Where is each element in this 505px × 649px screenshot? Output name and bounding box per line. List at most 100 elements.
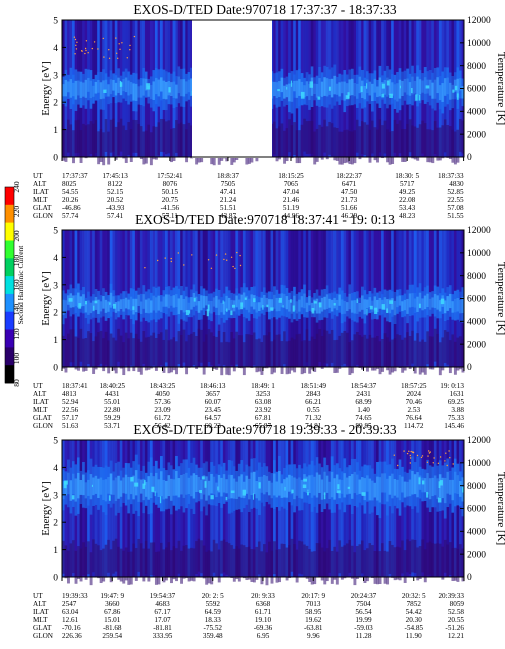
spectrum-column [220,440,224,577]
low-energy-fill [401,339,405,373]
low-energy-fill [124,130,128,163]
low-energy-fill [175,120,178,153]
spectrum-column [290,440,294,577]
band-core [391,473,395,499]
low-energy-fill [202,545,206,579]
ephemeris-cell: 52.15 [107,188,124,196]
spectrum-column [363,230,367,368]
low-energy-fill [112,337,116,371]
temperature-dot [224,253,227,255]
low-energy-fill [144,130,148,164]
spectrum-column [408,20,412,157]
ephemeris-cell: 63.08 [255,398,272,406]
band-core [303,85,307,98]
ephemeris-cell: 65.87 [255,422,272,430]
low-energy-fill [373,127,377,161]
spectrum-column [421,440,425,577]
ephemeris-cell: 59.29 [104,414,121,422]
highlight-pixel [440,480,443,486]
highlight-pixel [311,308,315,314]
column-fill [303,440,307,577]
low-energy-fill [84,125,88,159]
spectrum-column [448,230,452,374]
low-energy-fill [190,125,194,159]
band-core [366,299,369,309]
band-core [288,299,292,312]
highlight-pixel [317,96,321,100]
ephemeris-cell: 19:47: 9 [100,592,124,600]
band-core [421,477,425,493]
band-core [396,296,400,308]
spectrum-column [308,230,312,374]
band-core [461,296,465,313]
spectrum-column [147,230,151,370]
spectrum-column [305,230,309,367]
column-fill [124,440,128,577]
low-energy-fill [446,331,450,365]
spectrum-column [275,440,279,583]
column-fill [187,440,191,577]
highlight-pixel [64,480,68,485]
low-energy-fill [154,126,158,160]
highlight-pixel [418,94,421,101]
band-core [210,473,214,494]
spectrum-column [127,230,131,372]
colorbar-segment [5,329,14,348]
band-core [175,84,178,99]
band-core [202,295,206,308]
temperature-dot [230,256,233,258]
spectrum-column [162,20,166,157]
low-energy-fill [285,128,289,162]
band-core [104,299,108,313]
low-energy-fill [177,331,181,365]
band-core [363,478,367,501]
column-fill [215,440,219,577]
highlight-pixel [258,482,261,489]
spectrum-column [77,440,80,579]
band-core [428,478,432,500]
highlight-pixel [292,305,295,312]
low-energy-fill [215,543,219,577]
temperature-dot [234,267,236,270]
y2-tick-label: 10000 [467,249,491,259]
spectrum-column [268,440,271,577]
low-energy-fill [197,328,201,362]
spectrum-column [333,440,337,580]
ephemeris-cell: 7065 [284,180,299,188]
ephemeris-cell: 20.55 [448,616,465,624]
highlight-pixel [193,297,196,302]
band-core [185,81,189,94]
band-fill [210,293,214,322]
low-energy-fill [268,332,271,366]
spectrum-column [446,230,450,367]
low-energy-fill [124,547,128,581]
low-energy-fill [398,547,402,581]
low-energy-fill [263,544,266,577]
low-energy-fill [446,544,450,578]
band-core [398,474,402,501]
low-energy-fill [217,330,221,364]
low-energy-fill [290,337,294,371]
low-energy-fill [147,548,151,582]
low-energy-fill [383,120,387,154]
low-energy-fill [142,331,146,364]
low-energy-fill [202,341,206,375]
low-energy-fill [149,542,153,576]
spectrum-column [288,20,292,157]
spectrum-column [190,230,194,367]
column-fill [353,440,357,577]
band-core [200,295,204,311]
y2-tick-label: 8000 [467,272,486,282]
band-core [441,83,445,102]
low-energy-fill [335,128,339,161]
spectrum-column [252,440,256,583]
colorbar-tick-label: 200 [12,230,21,242]
band-core [165,294,168,307]
spectrum-column [330,20,334,157]
low-energy-fill [157,122,161,156]
band-core [220,302,224,313]
band-core [139,301,143,314]
ephemeris-cell: 7013 [306,600,321,608]
low-energy-fill [170,129,173,163]
low-energy-fill [298,130,302,164]
